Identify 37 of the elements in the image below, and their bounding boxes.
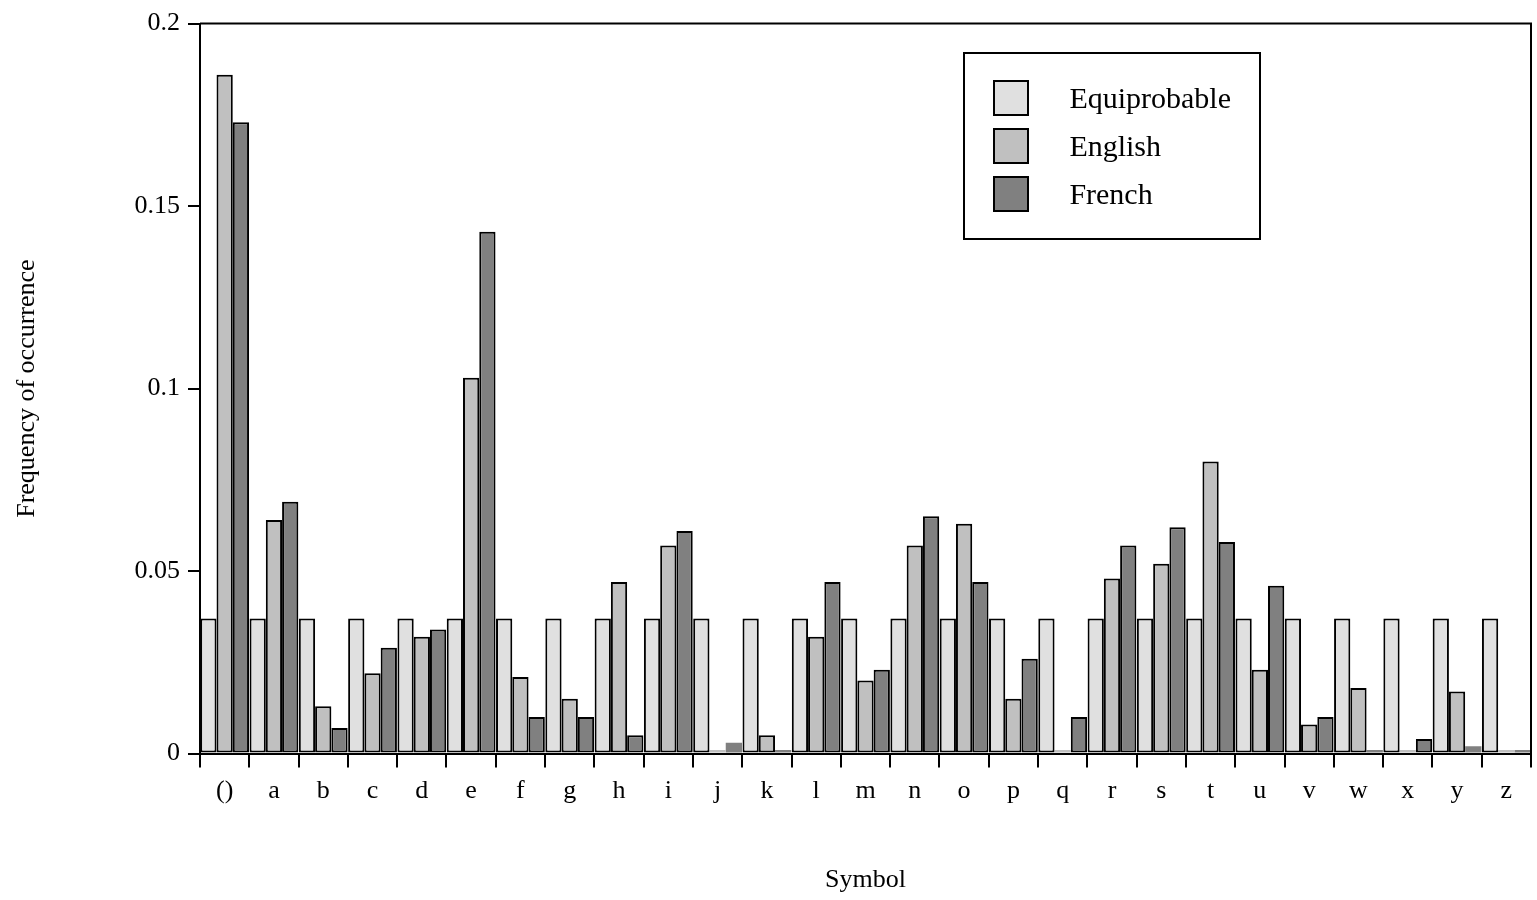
x-tick-label: e bbox=[465, 775, 477, 805]
x-tick-label: q bbox=[1056, 775, 1070, 805]
x-tick-label: s bbox=[1156, 775, 1167, 805]
x-tick-label: r bbox=[1107, 775, 1117, 805]
legend-label: French bbox=[1069, 176, 1153, 211]
y-tick-label: 0 bbox=[167, 737, 180, 767]
x-tick-label: w bbox=[1349, 775, 1369, 805]
x-tick-label: m bbox=[855, 775, 876, 805]
y-tick-label: 0.2 bbox=[147, 7, 180, 37]
x-tick-label: h bbox=[612, 775, 626, 805]
x-tick-label: l bbox=[812, 775, 820, 805]
x-tick-label: u bbox=[1253, 775, 1267, 805]
y-tick-label: 0.05 bbox=[134, 554, 180, 584]
x-tick-label: j bbox=[712, 775, 722, 805]
x-tick-label: n bbox=[908, 775, 922, 805]
x-tick-label: k bbox=[760, 775, 774, 805]
x-tick-label: i bbox=[664, 775, 672, 805]
x-tick-label: y bbox=[1450, 775, 1464, 805]
y-tick-label: 0.15 bbox=[134, 189, 180, 219]
x-tick-label: () bbox=[215, 775, 234, 805]
x-tick-label: a bbox=[268, 775, 281, 805]
x-tick-label: t bbox=[1206, 775, 1215, 805]
legend-label: Equiprobable bbox=[1069, 80, 1231, 115]
x-tick-label: p bbox=[1006, 775, 1020, 805]
x-tick-label: f bbox=[516, 775, 526, 805]
x-tick-label: z bbox=[1500, 775, 1513, 805]
x-tick-label: v bbox=[1302, 775, 1316, 805]
x-tick-label: g bbox=[563, 775, 577, 805]
y-tick-label: 0.1 bbox=[147, 372, 180, 402]
legend-label: English bbox=[1069, 128, 1162, 163]
x-tick-label: d bbox=[415, 775, 429, 805]
x-tick-label: c bbox=[366, 775, 379, 805]
y-axis-title: Frequency of occurrence bbox=[11, 259, 41, 518]
x-axis-title: Symbol bbox=[825, 864, 906, 894]
x-tick-label: x bbox=[1401, 775, 1415, 805]
x-tick-label: o bbox=[957, 775, 971, 805]
x-tick-label: b bbox=[316, 775, 330, 805]
